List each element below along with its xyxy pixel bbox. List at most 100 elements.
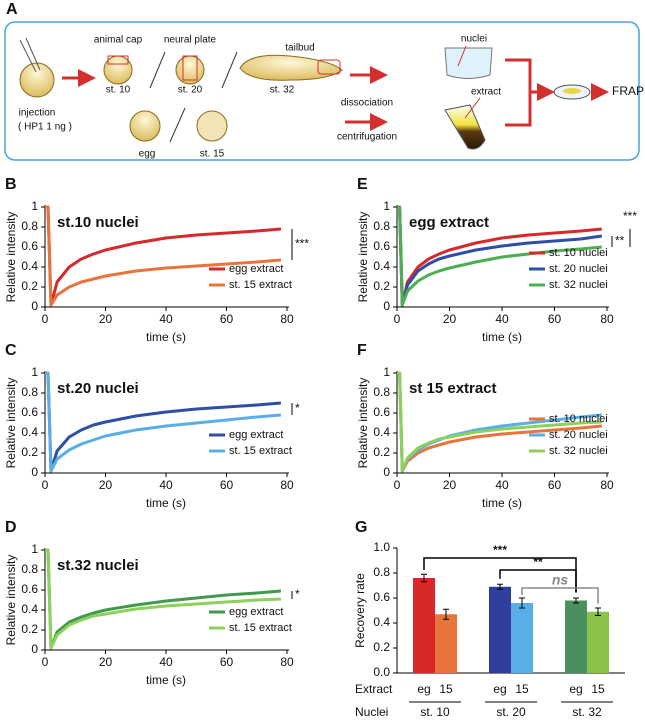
y-tick-label: 0.4 [373, 615, 390, 629]
category-label: eg [493, 682, 506, 696]
category-label: eg [417, 682, 430, 696]
x-tick-label: 20 [443, 478, 457, 492]
x-tick-label: 40 [159, 312, 173, 326]
significance-label: *** [623, 209, 637, 223]
egg-icon [19, 62, 55, 98]
x-tick-label: 20 [99, 478, 113, 492]
legend-label: st. 20 nuclei [549, 263, 608, 275]
y-tick-label: 0.4 [21, 602, 38, 616]
y-tick-label: 1 [31, 199, 38, 213]
tube-icon [444, 104, 486, 150]
significance-label: * [295, 587, 300, 601]
y-tick-label: 1 [383, 365, 390, 379]
y-tick-label: 0.6 [373, 405, 390, 419]
label: dissociation [341, 98, 393, 109]
legend-label: st. 32 nuclei [549, 445, 608, 457]
y-tick-label: 0.2 [373, 640, 390, 654]
tailbud-icon [239, 54, 343, 81]
label: extract [471, 87, 501, 98]
y-tick-label: 0.2 [373, 445, 390, 459]
x-tick-label: 80 [280, 655, 294, 669]
category-label: eg [569, 682, 582, 696]
label: injection [19, 108, 56, 119]
y-tick-label: 0.2 [21, 622, 38, 636]
y-axis-label: Relative intensity [356, 378, 370, 469]
egg-icon [129, 110, 161, 142]
legend-label: egg extract [229, 263, 283, 275]
y-tick-label: 0.2 [21, 445, 38, 459]
y-axis-label: Recovery rate [353, 573, 367, 648]
y-tick-label: 0.8 [373, 565, 390, 579]
x-tick-label: 40 [495, 312, 509, 326]
x-axis-label: time (s) [146, 330, 186, 344]
drop-icon [563, 88, 581, 94]
legend-label: st. 10 nuclei [549, 413, 608, 425]
panel-letter: C [5, 342, 17, 359]
legend-label: st. 15 extract [229, 445, 292, 457]
x-tick-label: 40 [159, 478, 173, 492]
panel-letter: B [5, 176, 17, 193]
legend-label: st. 32 nuclei [549, 279, 608, 291]
y-tick-label: 0.6 [21, 405, 38, 419]
cut-mark [182, 55, 198, 81]
x-tick-label: 0 [394, 312, 401, 326]
x-tick-label: 60 [548, 478, 562, 492]
x-axis-label: time (s) [146, 673, 186, 687]
x-tick-label: 60 [220, 312, 234, 326]
chart-title: egg extract [409, 214, 489, 231]
needle [25, 37, 41, 71]
bar [435, 614, 457, 673]
bar [413, 578, 435, 673]
panel-a: A injection ( HP1 1 ng ) animal cap st. … [4, 1, 644, 161]
x-tick-label: 80 [600, 478, 614, 492]
x-tick-label: 20 [99, 312, 113, 326]
error-bar [573, 597, 579, 604]
significance-label: ns [552, 572, 569, 588]
x-tick-label: 0 [42, 655, 49, 669]
x-tick-label: 40 [495, 478, 509, 492]
label: animal cap [94, 35, 143, 46]
chart-title: st 15 extract [409, 380, 497, 397]
legend-label: st. 15 extract [229, 622, 292, 634]
series-line [397, 205, 602, 307]
error-bar [421, 573, 427, 583]
embryo-icon [196, 110, 228, 142]
legend-label: st. 20 nuclei [549, 429, 608, 441]
series-line [45, 205, 282, 307]
y-axis-label: Relative intensity [4, 555, 18, 646]
y-tick-label: 0.6 [373, 590, 390, 604]
y-tick-label: 0.6 [21, 582, 38, 596]
x-tick-label: 60 [548, 312, 562, 326]
needle [19, 39, 37, 73]
label: neural plate [164, 35, 217, 46]
y-tick-label: 0 [31, 465, 38, 479]
y-tick-label: 0 [383, 465, 390, 479]
y-tick-label: 0.2 [373, 279, 390, 293]
y-tick-label: 0.6 [373, 239, 390, 253]
y-tick-label: 0.4 [21, 259, 38, 273]
label: nuclei [461, 34, 487, 45]
significance-label: ** [533, 555, 543, 569]
x-tick-label: 60 [220, 655, 234, 669]
y-tick-label: 0.8 [21, 562, 38, 576]
y-tick-label: 0 [31, 299, 38, 313]
separator [149, 51, 166, 89]
y-tick-label: 0.8 [373, 385, 390, 399]
y-tick-label: 0.0 [373, 665, 390, 679]
x-axis-label: time (s) [146, 496, 186, 510]
bar [587, 611, 609, 673]
label: egg [139, 149, 156, 160]
y-tick-label: 0.4 [373, 425, 390, 439]
group-label: st. 10 [420, 705, 450, 719]
x-axis-label: time (s) [482, 496, 522, 510]
chart-title: st.20 nuclei [57, 380, 139, 397]
error-bar [497, 583, 503, 590]
panel-letter: G [355, 519, 367, 536]
significance-label: *** [493, 543, 507, 557]
y-tick-label: 0.8 [21, 385, 38, 399]
y-tick-label: 0 [31, 642, 38, 656]
series-line [45, 371, 282, 473]
group-label: st. 32 [572, 705, 602, 719]
y-tick-label: 1 [31, 542, 38, 556]
x-tick-label: 20 [443, 312, 457, 326]
